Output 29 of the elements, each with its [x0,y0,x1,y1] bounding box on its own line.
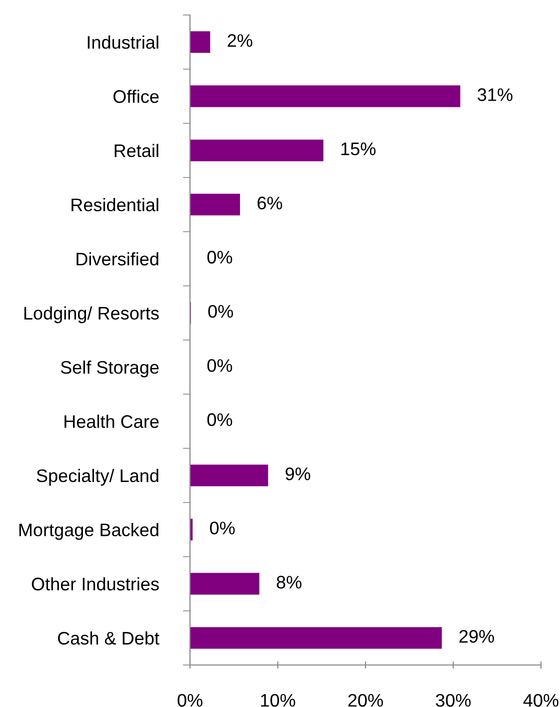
y-tick-label: Retail [114,144,158,158]
x-tick-label: 30% [436,694,471,707]
y-tick-label: Diversified [76,252,158,266]
data-label: 9% [286,467,310,480]
y-tick-label: Lodging/ Resorts [24,306,159,324]
y-tick-label: Cash & Debt [58,631,160,645]
data-label: 15% [341,142,376,156]
data-label: 2% [228,34,252,47]
data-label: 0% [207,250,232,264]
y-tick-label: Mortgage Backed [19,523,158,540]
data-label: 0% [210,522,235,534]
y-tick-label: Office [113,90,159,103]
data-label: 8% [276,576,302,589]
data-label: 0% [208,304,233,318]
x-tick-label: 20% [348,694,383,707]
x-tick-label: 0% [178,694,202,707]
y-tick-label: Residential [72,198,158,212]
y-tick-label: Industrial [88,36,158,49]
data-label: 0% [207,413,232,426]
data-label: 6% [258,196,282,210]
data-label: 29% [459,630,494,643]
y-tick-label: Self Storage [60,360,159,378]
y-tick-label: Health Care [64,414,159,428]
data-label: 31% [478,88,512,102]
y-tick-label: Other Industries [32,577,159,590]
data-label: 0% [207,359,232,372]
x-tick-label: 40% [523,694,558,707]
x-tick-label: 10% [261,694,296,707]
y-tick-label: Specialty/ Land [36,468,158,486]
